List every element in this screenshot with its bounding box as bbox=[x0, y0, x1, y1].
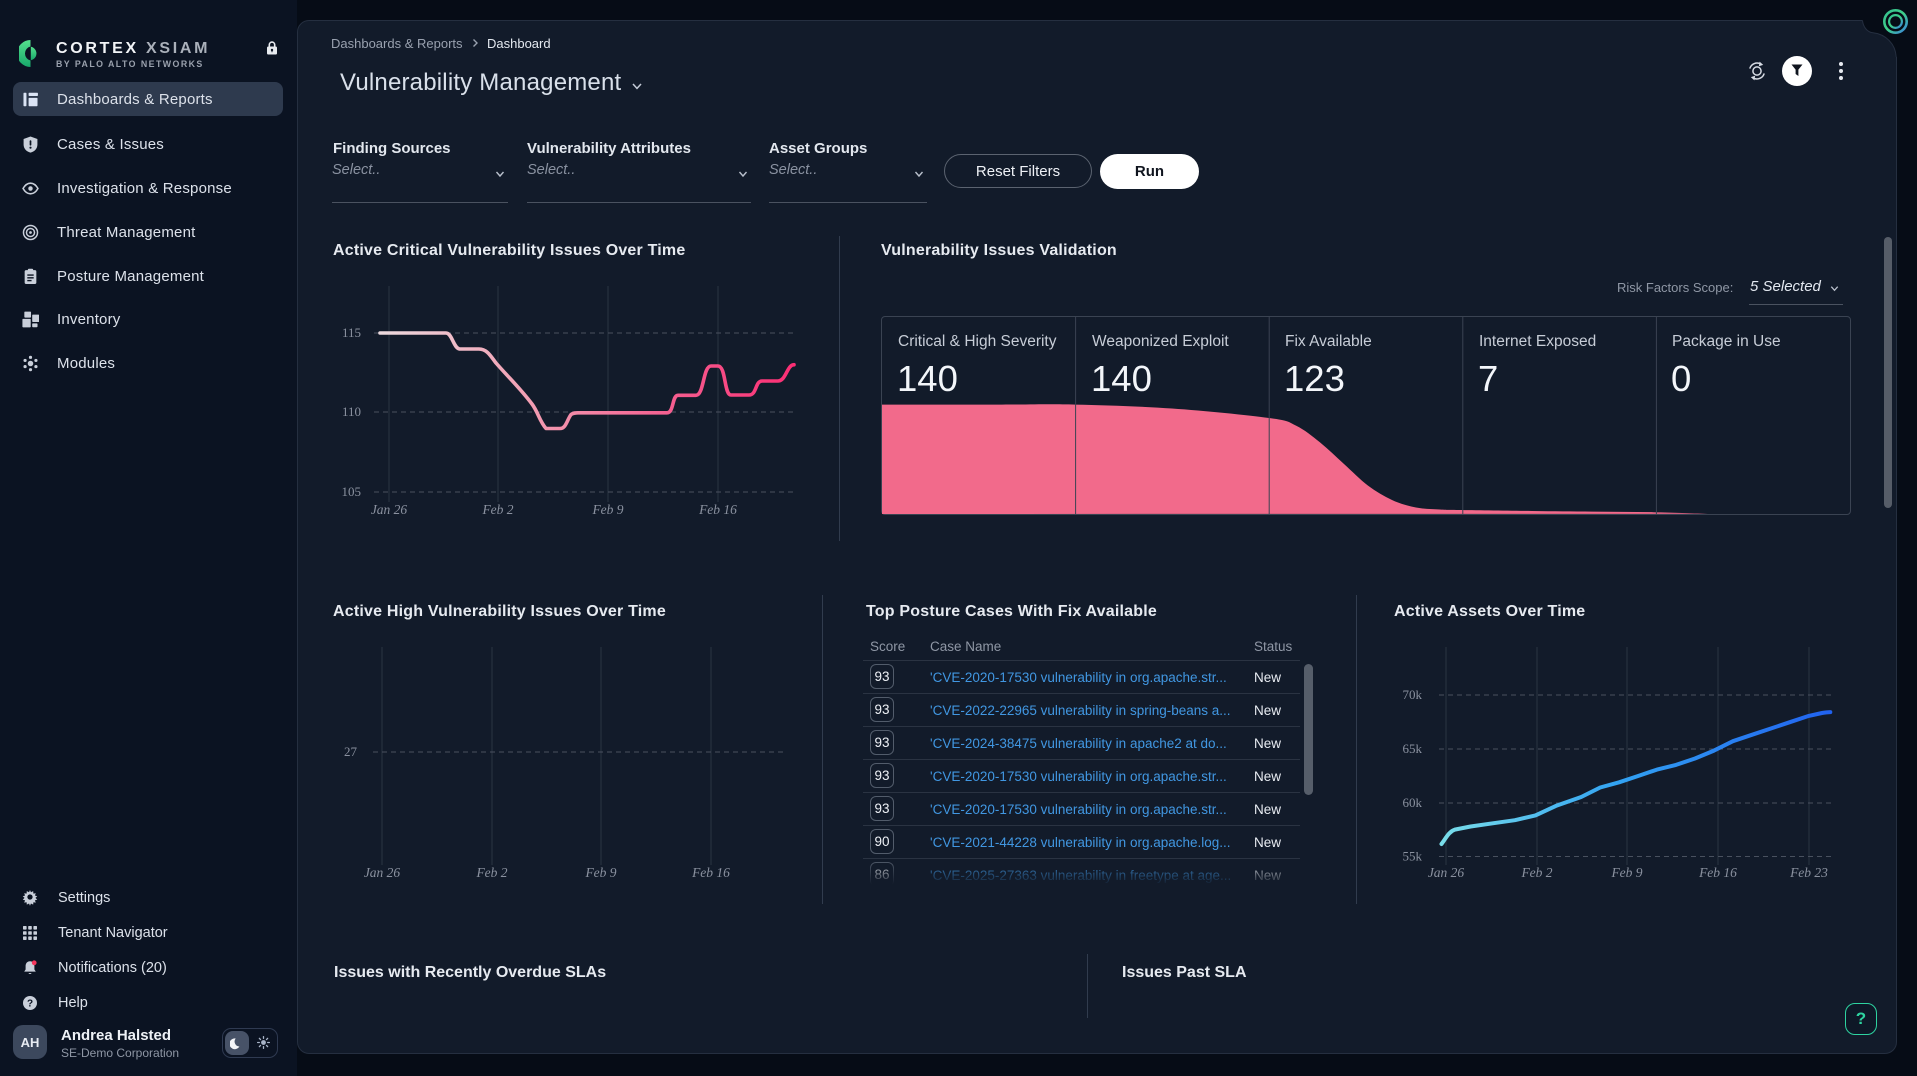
svg-text:Feb 2: Feb 2 bbox=[1520, 865, 1552, 880]
svg-text:Jan 26: Jan 26 bbox=[371, 502, 408, 517]
svg-text:Feb 9: Feb 9 bbox=[584, 865, 616, 880]
svg-text:Feb 2: Feb 2 bbox=[481, 502, 513, 517]
svg-text:Feb 16: Feb 16 bbox=[698, 502, 737, 517]
svg-text:55k: 55k bbox=[1403, 849, 1423, 864]
svg-text:60k: 60k bbox=[1403, 795, 1423, 810]
svg-text:105: 105 bbox=[342, 484, 362, 499]
svg-text:Jan 26: Jan 26 bbox=[364, 865, 401, 880]
svg-text:Feb 9: Feb 9 bbox=[591, 502, 623, 517]
svg-text:Jan 26: Jan 26 bbox=[1428, 865, 1465, 880]
svg-text:Feb 23: Feb 23 bbox=[1789, 865, 1828, 880]
svg-text:Feb 16: Feb 16 bbox=[691, 865, 730, 880]
svg-text:65k: 65k bbox=[1403, 741, 1423, 756]
svg-text:Feb 9: Feb 9 bbox=[1610, 865, 1642, 880]
svg-text:110: 110 bbox=[342, 404, 361, 419]
svg-text:115: 115 bbox=[342, 325, 361, 340]
svg-text:?: ? bbox=[27, 998, 33, 1009]
svg-text:Feb 16: Feb 16 bbox=[1698, 865, 1737, 880]
svg-text:27: 27 bbox=[344, 744, 358, 759]
svg-text:Feb 2: Feb 2 bbox=[475, 865, 507, 880]
svg-text:70k: 70k bbox=[1403, 687, 1423, 702]
